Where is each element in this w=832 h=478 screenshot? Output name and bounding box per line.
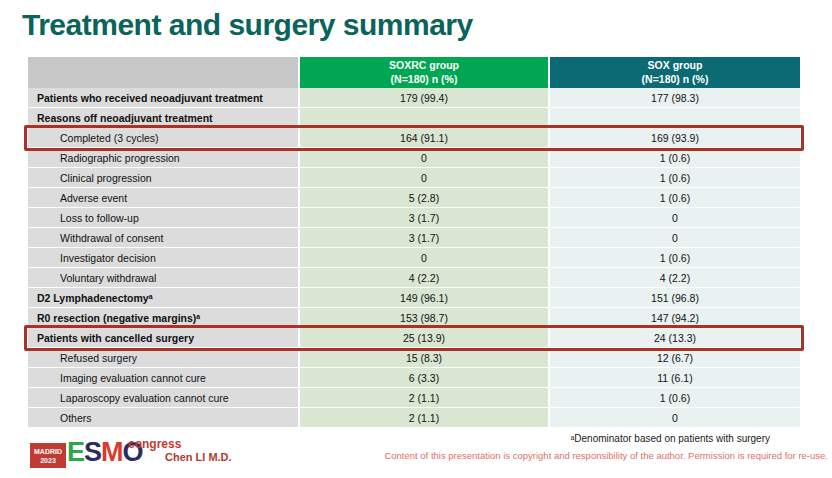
soxrc-value [300, 108, 550, 128]
soxrc-value: 0 [300, 148, 550, 168]
sox-value: 1 (0.6) [550, 168, 800, 188]
sox-value: 1 (0.6) [550, 388, 800, 408]
esmo-letter-m: M [101, 437, 123, 467]
soxrc-value: 5 (2.8) [300, 188, 550, 208]
row-label: Radiographic progression [28, 148, 300, 168]
table-header-row: SOXRC group (N=180) n (%) SOX group (N=1… [28, 57, 800, 88]
row-label: Refused surgery [28, 348, 300, 368]
row-label: Voluntary withdrawal [28, 268, 300, 288]
soxrc-value: 0 [300, 168, 550, 188]
row-label: Completed (3 cycles) [28, 128, 300, 148]
sox-value: 1 (0.6) [550, 148, 800, 168]
soxrc-header-line1: SOXRC group [389, 59, 459, 73]
row-label: Investigator decision [28, 248, 300, 268]
copyright-notice: Content of this presentation is copyrigh… [384, 450, 828, 461]
soxrc-value: 149 (96.1) [300, 288, 550, 308]
row-label: Patients with cancelled surgery [28, 328, 300, 348]
table-row: Completed (3 cycles) 164 (91.1) 169 (93.… [28, 128, 800, 148]
esmo-madrid-2023-badge: MADRID 2023 [30, 443, 66, 468]
esmo-letter-e: E [67, 437, 84, 467]
table-footnote: ᵃDenominator based on patients with surg… [571, 433, 770, 444]
table-row: Adverse event 5 (2.8) 1 (0.6) [28, 188, 800, 208]
row-label: D2 Lymphadenectomyᵃ [28, 288, 300, 308]
soxrc-value: 153 (98.7) [300, 308, 550, 328]
table-row: Patients with cancelled surgery 25 (13.9… [28, 328, 800, 348]
table-row: Imaging evaluation cannot cure 6 (3.3) 1… [28, 368, 800, 388]
table-row: Radiographic progression 0 1 (0.6) [28, 148, 800, 168]
table-row: Patients who received neoadjuvant treatm… [28, 88, 800, 108]
soxrc-value: 2 (1.1) [300, 408, 550, 428]
sox-value: 177 (98.3) [550, 88, 800, 108]
table-row: R0 resection (negative margins)ᵃ 153 (98… [28, 308, 800, 328]
esmo-letter-s: S [84, 437, 101, 467]
table-row: Reasons off neoadjuvant treatment [28, 108, 800, 128]
row-label: Patients who received neoadjuvant treatm… [28, 88, 300, 108]
row-label: Withdrawal of consent [28, 228, 300, 248]
sox-value: 169 (93.9) [550, 128, 800, 148]
table-row: Clinical progression 0 1 (0.6) [28, 168, 800, 188]
sox-header-line1: SOX group [648, 59, 703, 73]
presentation-slide: Treatment and surgery summary SOXRC grou… [0, 0, 832, 478]
soxrc-value: 15 (8.3) [300, 348, 550, 368]
soxrc-header-line2: (N=180) n (%) [391, 73, 458, 87]
sox-value: 1 (0.6) [550, 248, 800, 268]
table-row: Others 2 (1.1) 0 [28, 408, 800, 428]
sox-value: 0 [550, 408, 800, 428]
soxrc-value: 6 (3.3) [300, 368, 550, 388]
page-title: Treatment and surgery summary [22, 8, 473, 42]
soxrc-value: 3 (1.7) [300, 208, 550, 228]
soxrc-value: 3 (1.7) [300, 228, 550, 248]
row-label: Laparoscopy evaluation cannot cure [28, 388, 300, 408]
sox-value: 0 [550, 228, 800, 248]
table-row: Loss to follow-up 3 (1.7) 0 [28, 208, 800, 228]
sox-value: 4 (2.2) [550, 268, 800, 288]
soxrc-value: 0 [300, 248, 550, 268]
author-name: Chen LI M.D. [165, 451, 232, 463]
madrid-label: MADRID [30, 447, 66, 456]
row-label: Clinical progression [28, 168, 300, 188]
sox-value: 147 (94.2) [550, 308, 800, 328]
sox-value: 151 (96.8) [550, 288, 800, 308]
soxrc-value: 2 (1.1) [300, 388, 550, 408]
row-label: Loss to follow-up [28, 208, 300, 228]
sox-header-line2: (N=180) n (%) [642, 73, 709, 87]
table-row: Refused surgery 15 (8.3) 12 (6.7) [28, 348, 800, 368]
row-label: R0 resection (negative margins)ᵃ [28, 308, 300, 328]
sox-value [550, 108, 800, 128]
treatment-summary-table: SOXRC group (N=180) n (%) SOX group (N=1… [28, 57, 800, 428]
row-label: Reasons off neoadjuvant treatment [28, 108, 300, 128]
table-row: D2 Lymphadenectomyᵃ 149 (96.1) 151 (96.8… [28, 288, 800, 308]
table-row: Laparoscopy evaluation cannot cure 2 (1.… [28, 388, 800, 408]
row-label: Imaging evaluation cannot cure [28, 368, 300, 388]
sox-value: 24 (13.3) [550, 328, 800, 348]
sox-value: 0 [550, 208, 800, 228]
sox-value: 12 (6.7) [550, 348, 800, 368]
header-cell-sox-group: SOX group (N=180) n (%) [550, 57, 800, 88]
table-row: Voluntary withdrawal 4 (2.2) 4 (2.2) [28, 268, 800, 288]
table-row: Investigator decision 0 1 (0.6) [28, 248, 800, 268]
soxrc-value: 164 (91.1) [300, 128, 550, 148]
header-cell-empty [28, 57, 300, 88]
header-cell-soxrc-group: SOXRC group (N=180) n (%) [300, 57, 550, 88]
row-label: Adverse event [28, 188, 300, 208]
table-row: Withdrawal of consent 3 (1.7) 0 [28, 228, 800, 248]
madrid-year: 2023 [30, 456, 66, 465]
sox-value: 11 (6.1) [550, 368, 800, 388]
soxrc-value: 25 (13.9) [300, 328, 550, 348]
row-label: Others [28, 408, 300, 428]
esmo-congress-label: congress [128, 437, 181, 451]
sox-value: 1 (0.6) [550, 188, 800, 208]
soxrc-value: 179 (99.4) [300, 88, 550, 108]
soxrc-value: 4 (2.2) [300, 268, 550, 288]
